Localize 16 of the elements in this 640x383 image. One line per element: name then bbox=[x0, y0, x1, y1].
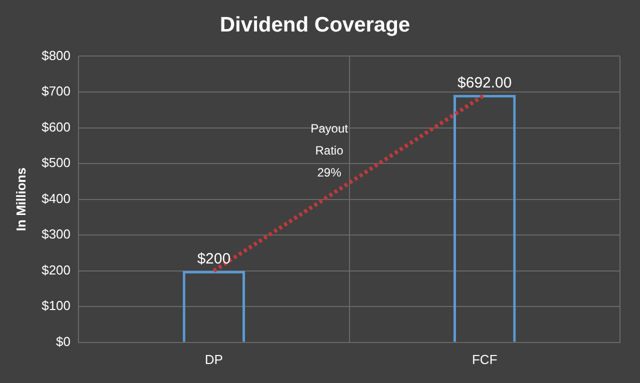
y-tick-label: $100 bbox=[42, 298, 71, 314]
y-tick-label: $300 bbox=[42, 226, 71, 242]
data-label: $692.00 bbox=[458, 74, 512, 92]
y-tick-label: $400 bbox=[42, 190, 71, 206]
y-tick-label: $700 bbox=[42, 84, 71, 99]
x-tick-label: DP bbox=[204, 352, 223, 367]
y-tick-label: $200 bbox=[42, 262, 71, 278]
chart-title: Dividend Coverage bbox=[220, 13, 410, 36]
y-tick-label: $0 bbox=[56, 334, 71, 349]
y-tick-label: $800 bbox=[42, 48, 71, 63]
y-tick-label: $600 bbox=[42, 119, 71, 134]
data-label: $200 bbox=[197, 250, 231, 268]
y-tick-label: $500 bbox=[42, 155, 71, 170]
x-tick-label: FCF bbox=[472, 352, 498, 367]
annotation: Payout Ratio 29% bbox=[310, 122, 349, 180]
y-axis-title: In Millions bbox=[13, 168, 28, 232]
